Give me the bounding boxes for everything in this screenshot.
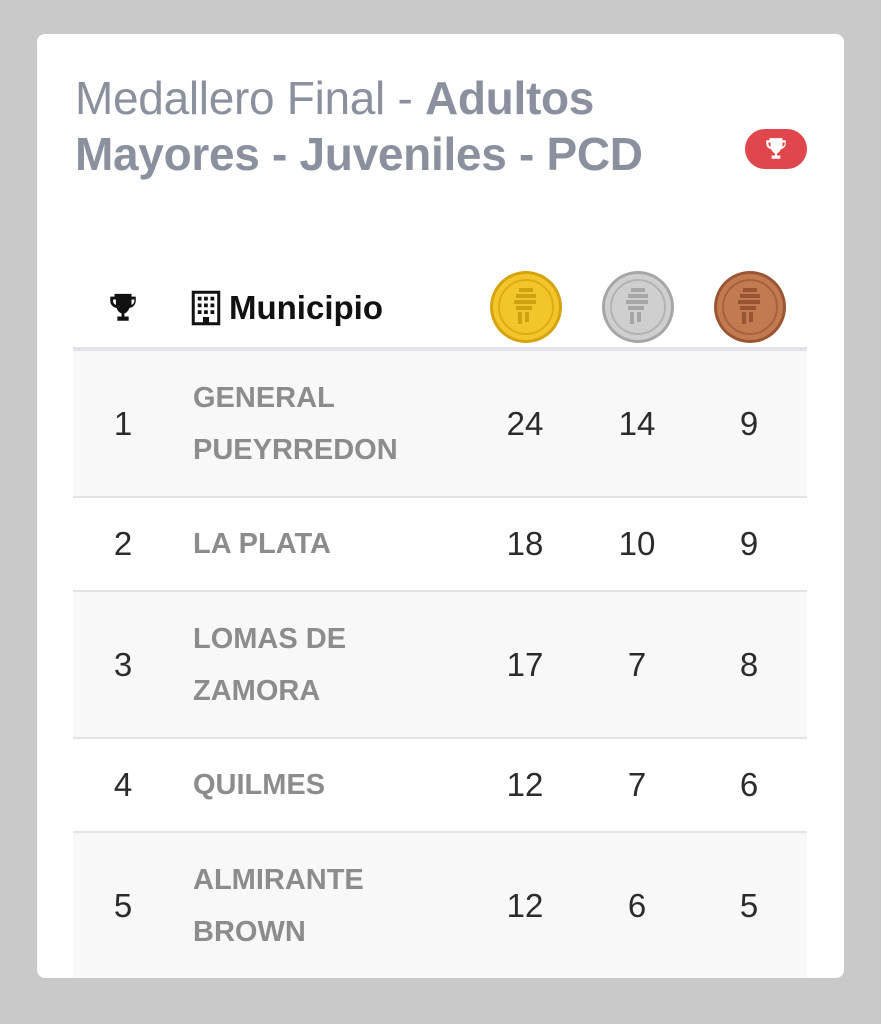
- municipio-cell: QUILMES: [193, 769, 326, 801]
- table-row[interactable]: 5 ALMIRANTE BROWN 12 6 5: [73, 833, 807, 978]
- silver-count-cell: 7: [627, 766, 647, 803]
- gold-medal-icon: [490, 271, 562, 343]
- gold-count-cell: 12: [506, 766, 544, 803]
- gold-count-cell: 18: [506, 525, 544, 562]
- municipio-cell: LA PLATA: [193, 528, 331, 560]
- silver-count-cell: 14: [618, 404, 656, 442]
- municipio-column-header[interactable]: Municipio: [191, 288, 383, 328]
- table-row[interactable]: 4 QUILMES 12 7 6: [73, 739, 807, 833]
- gold-count-cell: 24: [506, 404, 544, 442]
- title-bold: Adultos Mayores - Juveniles - PCD: [75, 72, 643, 180]
- rank-cell: 2: [113, 525, 133, 562]
- municipio-cell: LOMAS DE ZAMORA: [193, 622, 347, 707]
- silver-medal-icon: [602, 271, 674, 343]
- municipio-label: Municipio: [229, 289, 383, 326]
- building-icon: [191, 290, 221, 326]
- rank-cell: 3: [113, 645, 133, 683]
- trophy-icon: [766, 138, 786, 159]
- silver-count-cell: 10: [618, 525, 656, 562]
- rank-column-header: [103, 290, 143, 326]
- silver-count-cell: 6: [627, 886, 647, 924]
- bronze-medal-icon: [714, 271, 786, 343]
- bronze-count-cell: 9: [739, 404, 759, 442]
- rank-cell: 1: [113, 404, 133, 442]
- medal-table: Municipio: [73, 250, 807, 978]
- trophy-icon: [110, 293, 136, 321]
- bronze-count-cell: 5: [739, 886, 759, 924]
- rank-cell: 4: [113, 766, 133, 803]
- table-row[interactable]: 2 LA PLATA 18 10 9: [73, 498, 807, 592]
- municipio-cell: GENERAL PUEYRREDON: [193, 381, 398, 466]
- trophy-badge[interactable]: [745, 129, 807, 169]
- silver-count-cell: 7: [627, 645, 647, 683]
- gold-count-cell: 17: [506, 645, 544, 683]
- table-header: Municipio: [73, 250, 807, 351]
- page-title: Medallero Final - Adultos Mayores - Juve…: [75, 70, 715, 182]
- rank-cell: 5: [113, 886, 133, 924]
- table-row[interactable]: 1 GENERAL PUEYRREDON 24 14 9: [73, 351, 807, 498]
- title-prefix: Medallero Final -: [75, 72, 425, 124]
- bronze-count-cell: 6: [739, 766, 759, 803]
- medal-table-card: Medallero Final - Adultos Mayores - Juve…: [37, 34, 844, 978]
- bronze-count-cell: 9: [739, 525, 759, 562]
- gold-count-cell: 12: [506, 886, 544, 924]
- table-row[interactable]: 3 LOMAS DE ZAMORA 17 7 8: [73, 592, 807, 739]
- bronze-count-cell: 8: [739, 645, 759, 683]
- municipio-cell: ALMIRANTE BROWN: [193, 863, 364, 948]
